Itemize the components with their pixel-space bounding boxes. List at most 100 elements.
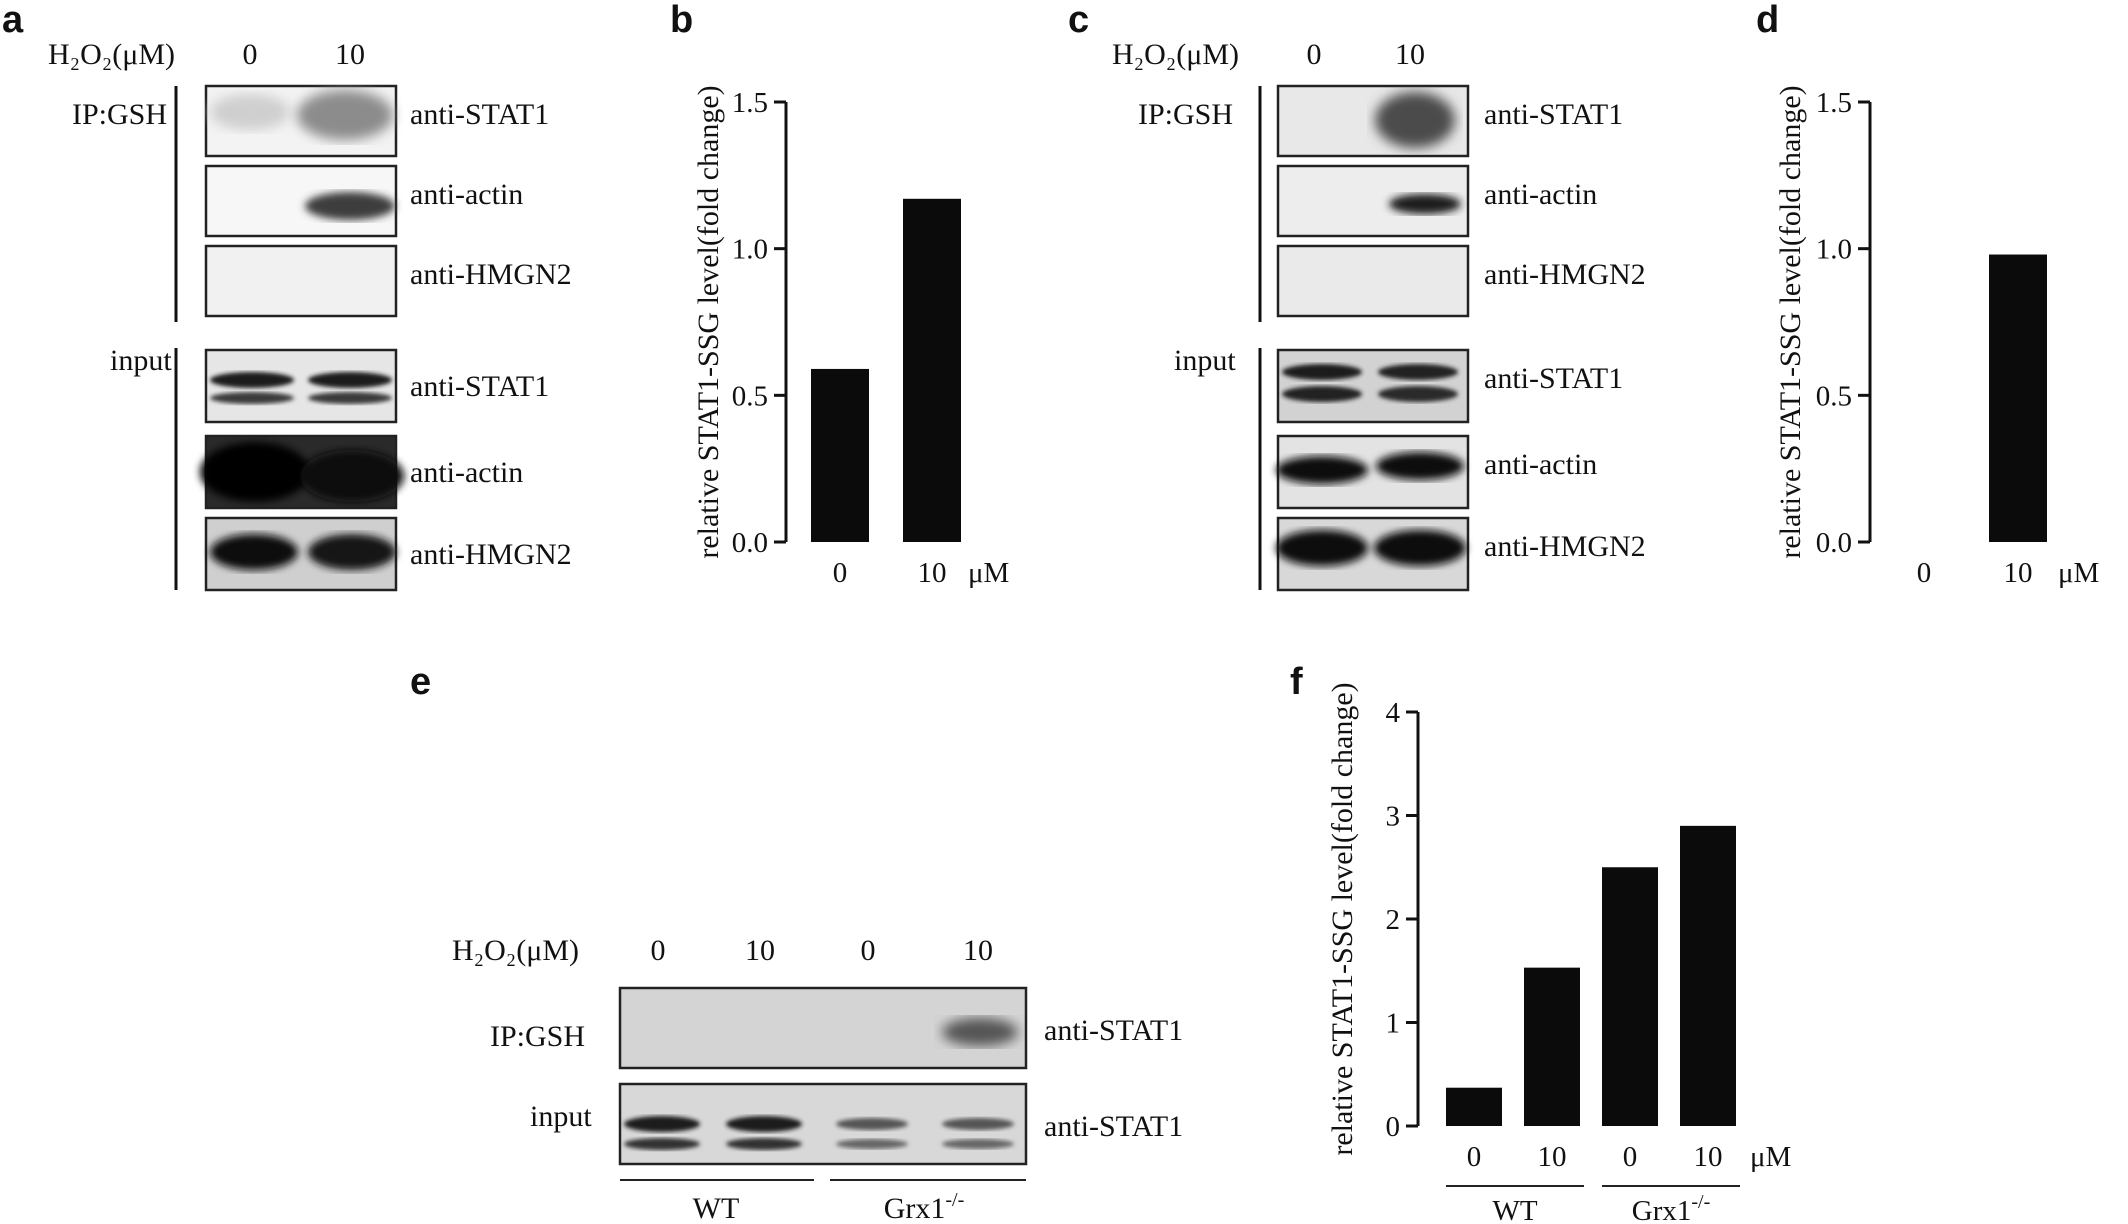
antibody-label: anti-HMGN2 <box>1484 530 1646 563</box>
antibody-label: anti-actin <box>1484 448 1597 481</box>
blot-band <box>1282 364 1362 380</box>
bar <box>903 198 961 543</box>
blot-band <box>1282 386 1362 402</box>
y-tick-label: 0 <box>1386 1111 1401 1143</box>
bar <box>1524 967 1580 1126</box>
x-tick-label: 10 <box>1538 1141 1567 1173</box>
antibody-label: anti-STAT1 <box>1484 362 1623 395</box>
blot-band <box>836 1139 908 1149</box>
blot-band <box>210 372 294 388</box>
genotype-label: Grx1-/- <box>884 1189 965 1224</box>
blot-strip <box>204 244 398 318</box>
lane-label: 0 <box>1307 38 1322 71</box>
blot-band <box>942 1118 1014 1130</box>
panel-label-c: c <box>1068 0 1089 41</box>
row-label-ip: IP:GSH <box>490 1020 585 1053</box>
antibody-label: anti-STAT1 <box>410 98 549 131</box>
group-label-ip: IP:GSH <box>72 98 167 131</box>
group-label: WT <box>1492 1195 1537 1224</box>
y-tick-label: 0.5 <box>1816 380 1852 412</box>
lane-label: 0 <box>861 934 876 967</box>
lane-label: 10 <box>963 934 993 967</box>
lane-label: 0 <box>243 38 258 71</box>
blot-band <box>624 1138 700 1150</box>
group-label-input: input <box>1174 344 1236 377</box>
antibody-label: anti-actin <box>1484 178 1597 211</box>
antibody-label: anti-HMGN2 <box>1484 258 1646 291</box>
blot-band <box>210 534 298 570</box>
blot-strip <box>1276 348 1470 424</box>
y-tick-label: 0.5 <box>732 380 768 412</box>
y-tick-label: 0.0 <box>1816 527 1852 559</box>
antibody-label: anti-STAT1 <box>1484 98 1623 131</box>
treatment-label: H₂O₂(μM) <box>452 934 579 967</box>
x-tick-label: 0 <box>1623 1141 1638 1173</box>
blot-band <box>1374 530 1466 566</box>
panel-label-d: d <box>1756 0 1779 41</box>
blot-band <box>305 192 395 220</box>
antibody-label: anti-STAT1 <box>1044 1110 1183 1143</box>
x-unit-label: μM <box>2058 557 2099 589</box>
blot-band <box>942 1018 1018 1046</box>
bar <box>1989 254 2047 543</box>
y-tick-label: 0.0 <box>732 527 768 559</box>
group-label-ip: IP:GSH <box>1138 98 1233 131</box>
bar-chart-d: 0.0 0.5 1.0 1.5 relative STAT1-SSG level(fol… <box>1774 85 2099 589</box>
antibody-label: anti-actin <box>410 178 523 211</box>
bar <box>811 368 869 542</box>
antibody-label: anti-actin <box>410 456 523 489</box>
x-unit-label: μM <box>1750 1141 1791 1173</box>
treatment-label: H₂O₂(μM) <box>1112 38 1239 71</box>
blot-band <box>726 1138 802 1150</box>
bar <box>1680 825 1736 1126</box>
blot-band <box>308 534 396 570</box>
blot-band <box>1276 456 1368 484</box>
antibody-label: anti-HMGN2 <box>410 258 572 291</box>
x-tick-label: 10 <box>1694 1141 1723 1173</box>
lane-label: 10 <box>1395 38 1425 71</box>
y-axis-label: relative STAT1-SSG level(fold change) <box>1326 682 1359 1155</box>
blot-strip <box>1276 244 1470 318</box>
group-label: Grx1-/- <box>1632 1191 1711 1224</box>
blot-band <box>308 392 392 404</box>
y-axis-label: relative STAT1-SSG level(fold change) <box>692 85 725 558</box>
blot-band <box>200 442 310 502</box>
panel-label-a: a <box>2 0 24 41</box>
lane-label: 10 <box>745 934 775 967</box>
y-tick-label: 4 <box>1386 697 1401 729</box>
y-tick-label: 1.0 <box>1816 234 1852 266</box>
antibody-label: anti-HMGN2 <box>410 538 572 571</box>
antibody-label: anti-STAT1 <box>410 370 549 403</box>
blot-band <box>726 1116 802 1132</box>
y-tick-label: 3 <box>1386 801 1401 833</box>
blot-band <box>1375 92 1455 148</box>
blot-panel-a: H₂O₂(μM) 0 10 IP:GSH input anti-STAT1 an… <box>48 38 572 592</box>
treatment-label: H₂O₂(μM) <box>48 38 175 71</box>
blot-band <box>942 1139 1014 1149</box>
blot-band <box>297 90 393 140</box>
blot-band <box>308 372 392 388</box>
blot-band <box>1276 530 1368 566</box>
x-tick-label: 10 <box>918 557 947 589</box>
y-tick-label: 1.5 <box>732 87 768 119</box>
panel-label-f: f <box>1290 661 1303 703</box>
blot-panel-e: H₂O₂(μM) 0 10 0 10 IP:GSH anti-STAT1 inp… <box>452 934 1183 1224</box>
group-label-input: input <box>110 344 172 377</box>
blot-panel-c: H₂O₂(μM) 0 10 IP:GSH input anti-STAT1 an… <box>1112 38 1646 592</box>
bar-chart-f: 0 1 2 3 4 relative STAT1-SSG level(fold chang… <box>1326 682 1791 1224</box>
bar <box>1602 867 1658 1126</box>
x-tick-label: 10 <box>2004 557 2033 589</box>
genotype-label: WT <box>693 1192 740 1224</box>
y-axis-label: relative STAT1-SSG level(fold change) <box>1774 85 1807 558</box>
x-unit-label: μM <box>968 557 1009 589</box>
blot-band <box>1389 194 1461 214</box>
lane-label: 0 <box>651 934 666 967</box>
row-label-input: input <box>530 1100 592 1133</box>
blot-band <box>836 1118 908 1130</box>
antibody-label: anti-STAT1 <box>1044 1014 1183 1047</box>
panel-label-e: e <box>410 661 431 703</box>
blot-band <box>1376 452 1464 480</box>
blot-band <box>1378 364 1458 380</box>
